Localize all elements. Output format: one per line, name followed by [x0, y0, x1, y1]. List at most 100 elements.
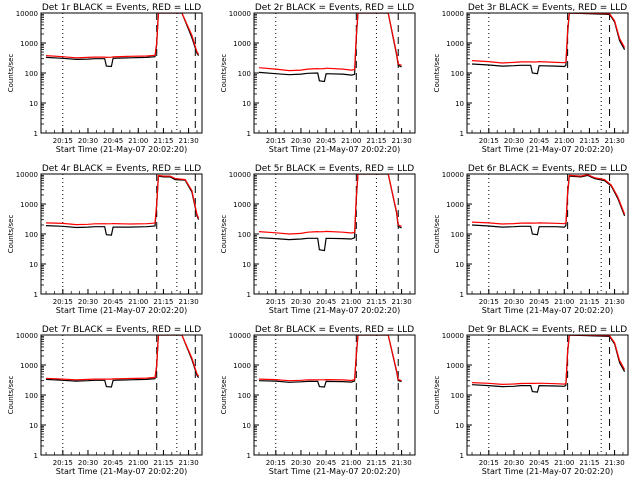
y-tick-label: 10000	[229, 171, 251, 179]
y-tick-label: 10000	[442, 332, 464, 340]
x-tick-label: 20:15	[266, 137, 286, 145]
x-tick-label: 20:30	[291, 459, 311, 467]
x-tick-label: 20:15	[53, 137, 73, 145]
x-tick-label: 20:30	[504, 137, 524, 145]
x-tick-label: 21:00	[341, 298, 361, 306]
panel-title: Det 3r BLACK = Events, RED = LLD	[468, 3, 627, 13]
x-tick-label: 21:00	[554, 459, 574, 467]
y-tick-label: 100	[238, 70, 251, 78]
x-tick-label: 20:45	[103, 137, 123, 145]
panel-title: Det 7r BLACK = Events, RED = LLD	[42, 325, 201, 335]
y-tick-label: 100	[25, 392, 38, 400]
plot-frame	[253, 12, 416, 134]
x-tick-label: 21:30	[178, 298, 198, 306]
plot-frame	[253, 173, 416, 295]
y-tick-label: 10000	[229, 10, 251, 18]
y-tick-label: 1	[247, 130, 251, 138]
plot-frame	[466, 173, 629, 295]
panel-det-3: Det 3r BLACK = Events, RED = LLD 1 10 100 10…	[433, 3, 629, 154]
panel-title: Det 1r BLACK = Events, RED = LLD	[42, 3, 201, 13]
y-tick-label: 100	[451, 231, 464, 239]
panel-title: Det 6r BLACK = Events, RED = LLD	[468, 164, 627, 174]
y-axis-label: Counts/sec	[220, 54, 228, 93]
plot-frame	[253, 334, 416, 456]
y-tick-label: 1	[247, 452, 251, 460]
panel-title: Det 5r BLACK = Events, RED = LLD	[255, 164, 414, 174]
x-tick-label: 20:30	[291, 137, 311, 145]
series-lld-line	[45, 174, 200, 226]
series-events-line	[45, 335, 200, 388]
x-tick-label: 21:30	[604, 137, 624, 145]
x-tick-label: 20:30	[504, 298, 524, 306]
y-tick-label: 10	[242, 422, 251, 430]
y-tick-label: 10	[29, 100, 38, 108]
x-axis-label: Start Time (21-May-07 20:02:20)	[56, 145, 187, 154]
panel-det-8: Det 8r BLACK = Events, RED = LLD 1 10 100 10…	[220, 325, 416, 476]
y-tick-label: 10	[29, 261, 38, 269]
x-tick-label: 20:30	[78, 298, 98, 306]
x-axis-label: Start Time (21-May-07 20:02:20)	[56, 306, 187, 315]
y-tick-label: 1000	[233, 40, 251, 48]
x-tick-label: 20:30	[504, 459, 524, 467]
x-tick-label: 20:45	[316, 298, 336, 306]
y-tick-label: 1000	[20, 362, 38, 370]
x-tick-label: 20:45	[103, 298, 123, 306]
x-tick-label: 20:45	[529, 298, 549, 306]
x-tick-label: 20:15	[479, 137, 499, 145]
x-axis-label: Start Time (21-May-07 20:02:20)	[482, 145, 613, 154]
x-tick-label: 21:30	[391, 137, 411, 145]
y-tick-label: 1	[460, 291, 464, 299]
y-tick-label: 100	[451, 70, 464, 78]
y-tick-label: 10	[455, 261, 464, 269]
y-tick-label: 10000	[16, 332, 38, 340]
y-tick-label: 10000	[442, 171, 464, 179]
y-axis-label: Counts/sec	[7, 215, 15, 254]
x-tick-label: 20:15	[479, 298, 499, 306]
x-tick-label: 21:15	[153, 298, 173, 306]
y-tick-label: 10000	[229, 332, 251, 340]
y-axis-label: Counts/sec	[7, 376, 15, 415]
x-tick-label: 20:15	[266, 459, 286, 467]
y-tick-label: 1000	[233, 362, 251, 370]
x-tick-label: 21:15	[579, 459, 599, 467]
x-axis-label: Start Time (21-May-07 20:02:20)	[482, 306, 613, 315]
x-tick-label: 21:00	[341, 459, 361, 467]
y-tick-label: 10	[29, 422, 38, 430]
x-tick-label: 21:30	[391, 459, 411, 467]
x-tick-label: 21:15	[579, 137, 599, 145]
series-lld-line	[45, 13, 200, 59]
x-tick-label: 21:00	[341, 137, 361, 145]
x-tick-label: 21:30	[604, 298, 624, 306]
x-tick-label: 20:45	[103, 459, 123, 467]
x-tick-label: 20:45	[529, 459, 549, 467]
y-tick-label: 10	[242, 100, 251, 108]
y-tick-label: 100	[25, 70, 38, 78]
y-tick-label: 100	[25, 231, 38, 239]
series-lld-line	[45, 335, 200, 381]
x-tick-label: 21:30	[604, 459, 624, 467]
y-tick-label: 1000	[20, 201, 38, 209]
x-tick-label: 21:15	[153, 137, 173, 145]
panel-det-5: Det 5r BLACK = Events, RED = LLD 1 10 100 10…	[220, 164, 416, 315]
panel-det-6: Det 6r BLACK = Events, RED = LLD 1 10 100 10…	[433, 164, 629, 315]
y-tick-label: 10	[455, 100, 464, 108]
plot-frame	[40, 173, 203, 295]
series-events-line	[471, 13, 626, 75]
panel-det-7: Det 7r BLACK = Events, RED = LLD 1 10 100 10…	[7, 325, 203, 476]
series-events-line	[258, 174, 402, 252]
x-tick-label: 21:15	[366, 137, 386, 145]
y-tick-label: 100	[238, 392, 251, 400]
plot-frame	[40, 334, 203, 456]
series-lld-line	[258, 335, 402, 382]
x-tick-label: 21:15	[579, 298, 599, 306]
x-axis-label: Start Time (21-May-07 20:02:20)	[56, 467, 187, 476]
y-tick-label: 1000	[20, 40, 38, 48]
series-lld-line	[258, 13, 402, 72]
series-events-line	[45, 13, 200, 68]
y-tick-label: 1000	[446, 201, 464, 209]
y-axis-label: Counts/sec	[433, 376, 441, 415]
y-tick-label: 100	[238, 231, 251, 239]
panel-title: Det 4r BLACK = Events, RED = LLD	[42, 164, 201, 174]
series-events-line	[471, 174, 626, 236]
